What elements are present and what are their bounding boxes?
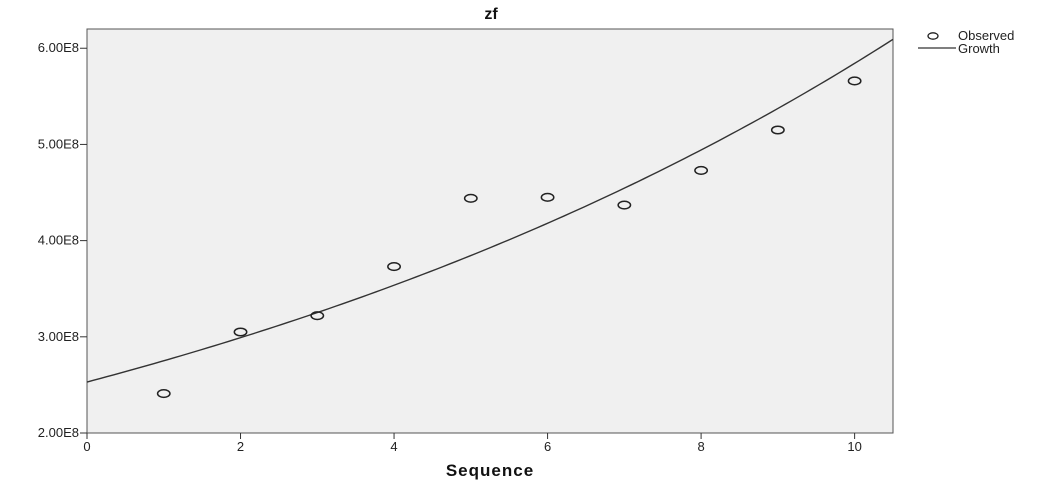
x-axis: 0 2 4 6 8 10 xyxy=(83,433,862,454)
legend-observed-label: Observed xyxy=(958,28,1014,43)
legend-growth-label: Growth xyxy=(958,41,1000,56)
observed-point xyxy=(156,389,171,399)
observed-point xyxy=(233,327,248,337)
observed-point xyxy=(617,200,632,210)
x-tick-label: 8 xyxy=(697,439,704,454)
growth-series xyxy=(86,38,894,383)
observed-point xyxy=(387,262,401,272)
y-tick-label: 5.00E8 xyxy=(38,136,79,151)
x-tick-label: 10 xyxy=(847,439,861,454)
y-axis: 2.00E8 3.00E8 4.00E8 5.00E8 6.00E8 xyxy=(38,40,87,440)
plot-area-background xyxy=(86,28,894,434)
observed-point xyxy=(694,165,709,175)
observed-point xyxy=(540,192,555,202)
legend-observed-marker xyxy=(927,32,939,40)
x-tick-label: 4 xyxy=(390,439,397,454)
y-tick-label: 6.00E8 xyxy=(38,40,79,55)
x-tick-label: 2 xyxy=(237,439,244,454)
observed-point xyxy=(310,311,325,321)
observed-point xyxy=(770,125,785,135)
y-tick-label: 3.00E8 xyxy=(38,329,79,344)
chart-title: zf xyxy=(484,6,498,23)
x-axis-title: Sequence xyxy=(446,461,534,480)
y-tick-label: 2.00E8 xyxy=(38,425,79,440)
x-tick-label: 6 xyxy=(544,439,551,454)
x-tick-label: 0 xyxy=(83,439,90,454)
observed-series xyxy=(156,76,862,399)
y-tick-label: 4.00E8 xyxy=(38,233,79,248)
observed-point xyxy=(463,193,478,203)
observed-point xyxy=(847,76,862,86)
growth-line xyxy=(86,38,894,383)
